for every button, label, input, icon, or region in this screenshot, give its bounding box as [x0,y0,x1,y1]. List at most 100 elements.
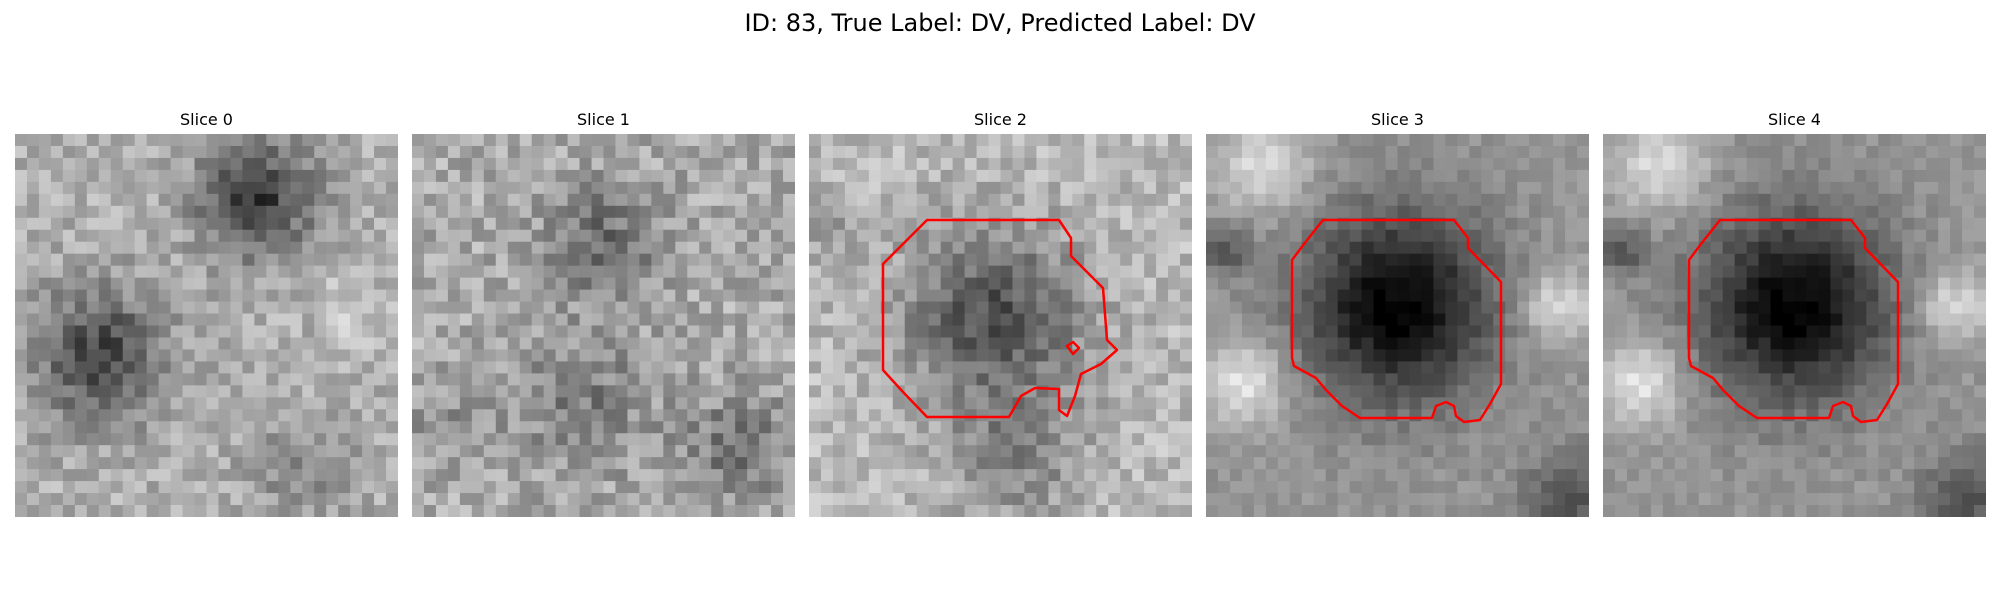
pixel-cell [242,157,255,171]
pixel-cell [62,505,76,517]
pixel-cell [1132,361,1145,374]
pixel-cell [1397,481,1411,494]
pixel-cell [1253,421,1267,434]
pixel-cell [230,445,244,458]
pixel-cell [423,205,437,219]
pixel-cell [98,433,112,446]
pixel-cell [1265,361,1279,374]
pixel-cell [940,289,954,303]
pixel-cell [1565,373,1578,386]
pixel-cell [1818,145,1832,159]
pixel-cell [507,469,521,482]
pixel-cell [374,181,387,195]
pixel-cell [976,493,990,506]
pixel-cell [615,145,629,159]
pixel-cell [1469,313,1482,327]
pixel-cell [1349,265,1363,279]
pixel-cell [639,193,652,207]
pixel-cell [423,397,437,410]
pixel-cell [1650,301,1664,315]
pixel-cell [1313,409,1327,422]
pixel-cell [471,169,485,183]
pixel-cell [122,361,136,374]
pixel-cell [1072,505,1085,517]
pixel-cell [1782,181,1796,195]
pixel-cell [699,241,712,255]
pixel-cell [1926,409,1939,422]
pixel-cell [675,205,688,219]
pixel-cell [338,229,351,243]
pixel-cell [1674,265,1688,279]
pixel-cell [1012,134,1026,147]
pixel-cell [687,217,700,231]
pixel-cell [675,301,688,315]
pixel-cell [1012,229,1026,243]
pixel-cell [1577,265,1589,279]
pixel-cell [374,313,387,327]
pixel-cell [278,313,291,327]
pixel-cell [1974,134,1986,147]
pixel-cell [1638,445,1652,458]
pixel-cell [507,409,521,422]
pixel-cell [1806,397,1820,410]
pixel-cell [1421,301,1435,315]
pixel-cell [711,505,724,517]
pixel-cell [663,145,676,159]
pixel-cell [278,301,291,315]
pixel-cell [1830,265,1843,279]
pixel-cell [38,169,52,183]
pixel-cell [459,289,473,303]
pixel-cell [783,253,795,267]
pixel-cell [1084,313,1097,327]
pixel-cell [952,349,966,363]
pixel-cell [1337,229,1351,243]
pixel-cell [1385,301,1399,315]
pixel-cell [435,313,449,327]
pixel-cell [1818,253,1832,267]
pixel-cell [266,337,279,351]
pixel-cell [326,205,339,219]
pixel-cell [1794,361,1808,374]
pixel-cell [459,445,473,458]
pixel-cell [1445,193,1458,207]
pixel-cell [1337,289,1351,303]
pixel-cell [952,265,966,279]
pixel-cell [338,157,351,171]
pixel-cell [1529,373,1542,386]
pixel-cell [1313,313,1327,327]
pixel-cell [832,181,846,195]
pixel-cell [1782,157,1796,171]
pixel-cell [230,241,244,255]
pixel-cell [218,445,232,458]
pixel-cell [844,505,858,517]
pixel-cell [579,337,593,351]
pixel-cell [1132,301,1145,315]
pixel-cell [1505,445,1518,458]
pixel-cell [1938,385,1951,398]
pixel-cell [723,481,736,494]
pixel-cell [1265,481,1279,494]
pixel-cell [928,325,942,339]
pixel-cell [1710,313,1724,327]
pixel-cell [158,337,172,351]
pixel-cell [940,181,954,195]
pixel-cell [1806,421,1820,434]
pixel-cell [531,265,545,279]
pixel-cell [1385,397,1399,410]
pixel-cell [1698,313,1712,327]
pixel-cell [663,277,676,291]
pixel-cell [1265,445,1279,458]
pixel-cell [735,469,748,482]
pixel-cell [362,397,375,410]
pixel-cell [1313,134,1327,147]
pixel-cell [1722,145,1736,159]
pixel-cell [639,361,652,374]
pixel-cell [832,397,846,410]
pixel-cell [26,145,40,159]
pixel-cell [350,134,363,147]
pixel-cell [134,181,148,195]
pixel-cell [1253,481,1267,494]
pixel-cell [1603,397,1616,410]
pixel-cell [1541,241,1554,255]
pixel-cell [1397,457,1411,470]
